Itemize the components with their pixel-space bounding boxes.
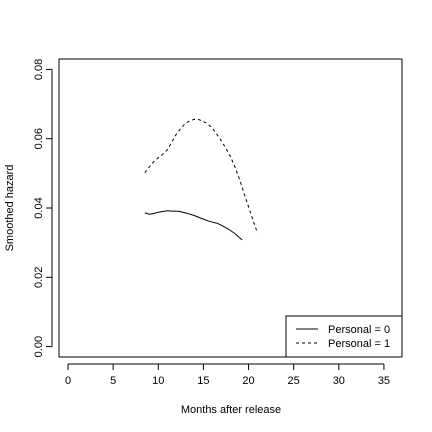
y-tick-label: 0.02 xyxy=(33,267,45,288)
y-tick-label: 0.06 xyxy=(33,128,45,149)
y-tick-label: 0.08 xyxy=(33,59,45,80)
y-axis: 0.00 0.02 0.04 0.06 0.08 xyxy=(33,59,53,357)
x-tick-label: 35 xyxy=(378,375,390,387)
y-axis-label: Smoothed hazard xyxy=(4,165,16,252)
plot-frame xyxy=(58,58,403,358)
x-tick-label: 10 xyxy=(152,375,164,387)
legend-box xyxy=(285,315,403,358)
series-line-personal-0 xyxy=(144,210,243,241)
series-layer xyxy=(144,118,259,241)
x-tick-label: 15 xyxy=(197,375,209,387)
x-tick-label: 20 xyxy=(242,375,254,387)
legend-label-personal-1: Personal = 1 xyxy=(328,338,390,350)
y-tick-label: 0.04 xyxy=(33,197,45,218)
legend-label-personal-0: Personal = 0 xyxy=(328,324,390,336)
x-axis: 0 5 10 15 20 25 30 35 xyxy=(65,363,390,387)
legend: Personal = 0 Personal = 1 xyxy=(285,315,403,358)
x-tick-label: 5 xyxy=(110,375,116,387)
x-tick-label: 30 xyxy=(333,375,345,387)
y-tick-label: 0.00 xyxy=(33,336,45,357)
series-line-personal-1 xyxy=(144,118,259,234)
x-tick-label: 0 xyxy=(65,375,71,387)
x-tick-label: 25 xyxy=(288,375,300,387)
x-axis-label: Months after release xyxy=(181,404,281,416)
